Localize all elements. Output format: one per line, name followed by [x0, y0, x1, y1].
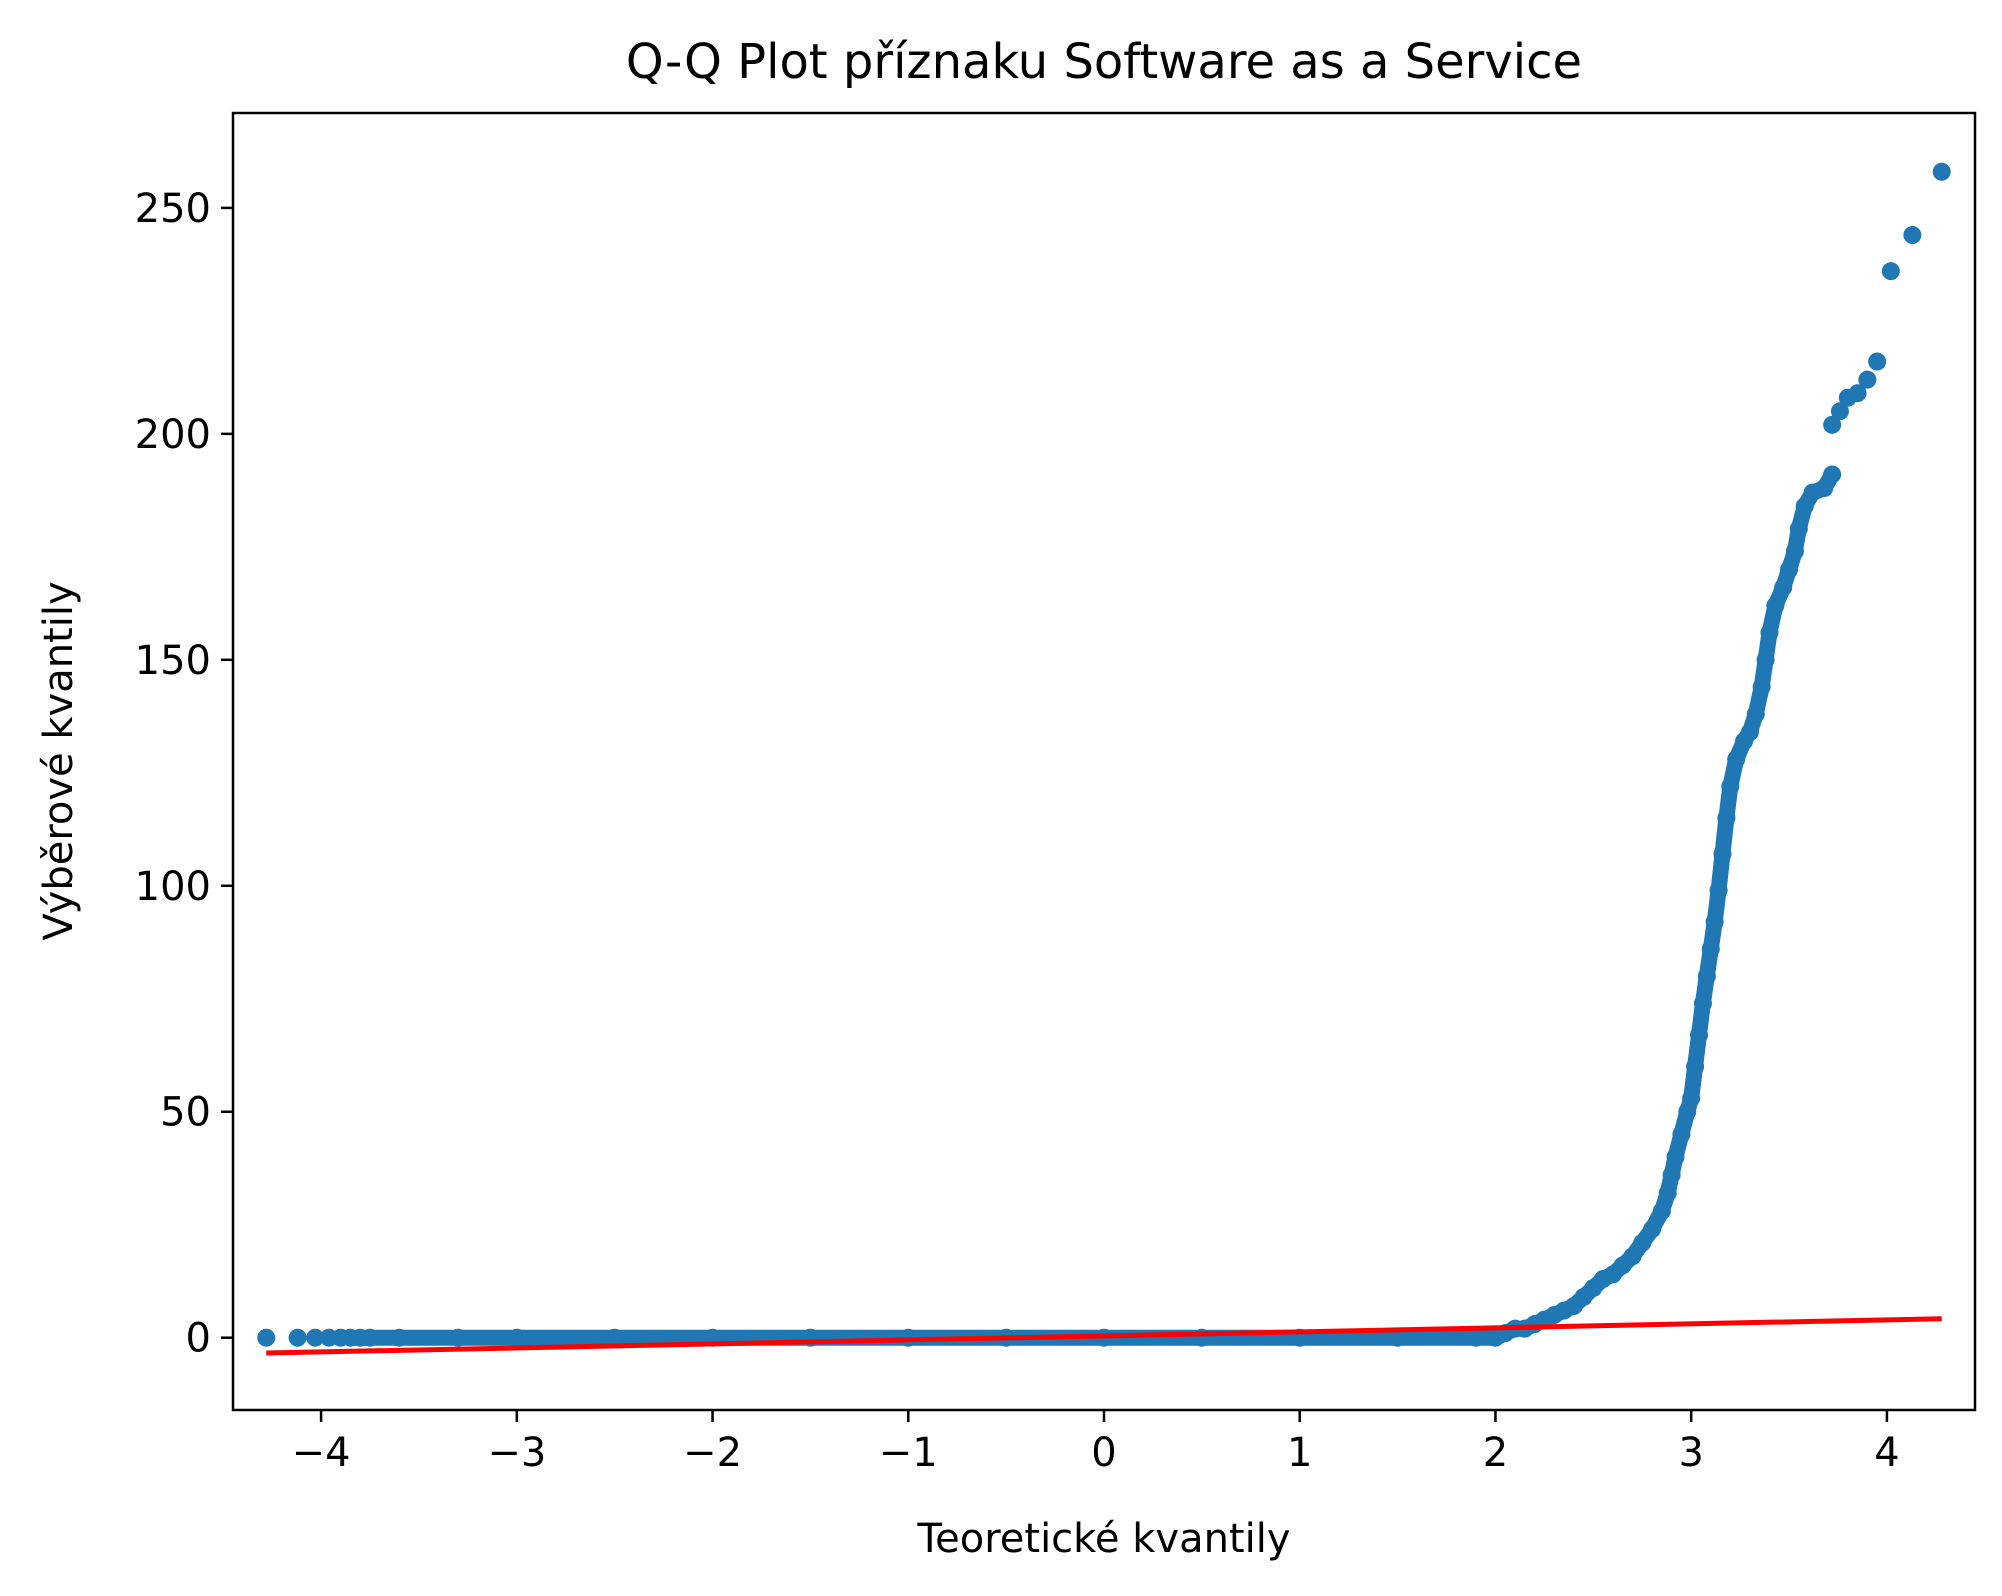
- sample-point: [1815, 479, 1834, 498]
- sample-point: [1686, 1057, 1705, 1076]
- y-tick-label: 50: [160, 1090, 211, 1136]
- x-tick-label: −2: [683, 1430, 742, 1476]
- y-axis-title: Výběrové kvantily: [36, 581, 82, 940]
- sample-point: [1705, 912, 1724, 931]
- sample-point: [1848, 384, 1867, 403]
- sample-point: [1690, 1025, 1709, 1044]
- sample-point: [1713, 845, 1732, 864]
- sample-point: [1823, 415, 1842, 434]
- x-axis-ticks: −4 −3 −2 −1 0 1 2 3 4: [292, 1410, 1900, 1476]
- axes-frame: [231, 111, 1977, 1412]
- plot-area: [257, 162, 1951, 1356]
- x-tick-label: 3: [1678, 1430, 1703, 1476]
- x-tick-label: −1: [879, 1430, 938, 1476]
- sample-point: [257, 1328, 276, 1347]
- sample-point: [1697, 967, 1716, 986]
- sample-point: [1727, 750, 1746, 769]
- sample-point: [1858, 370, 1877, 389]
- sample-point: [1678, 1102, 1697, 1121]
- x-tick-label: −3: [487, 1430, 546, 1476]
- sample-point: [1789, 519, 1808, 538]
- sample-point: [1623, 1247, 1642, 1266]
- y-tick-label: 0: [186, 1316, 211, 1362]
- sample-point: [1658, 1184, 1677, 1203]
- sample-point: [1693, 994, 1712, 1013]
- sample-point: [1785, 542, 1804, 561]
- sample-point: [1666, 1147, 1685, 1166]
- x-tick-label: 0: [1091, 1430, 1116, 1476]
- sample-point: [605, 1328, 624, 1347]
- reference-line: [266, 1316, 1942, 1356]
- x-tick-label: 4: [1874, 1430, 1899, 1476]
- sample-point: [361, 1328, 380, 1347]
- sample-point: [1830, 402, 1849, 421]
- sample-point: [1780, 560, 1799, 579]
- sample-point: [1709, 881, 1728, 900]
- sample-point: [288, 1328, 307, 1347]
- sample-point: [449, 1328, 468, 1347]
- sample-point: [1795, 497, 1814, 516]
- sample-point: [1721, 777, 1740, 796]
- sample-point: [507, 1328, 526, 1347]
- sample-point: [1672, 1125, 1691, 1144]
- sample-point: [1752, 677, 1771, 696]
- sample-point: [1868, 352, 1887, 371]
- x-tick-label: −4: [292, 1430, 351, 1476]
- sample-point: [1633, 1233, 1652, 1252]
- sample-point: [1881, 262, 1900, 281]
- sample-point: [1388, 1328, 1407, 1347]
- y-tick-label: 200: [135, 412, 211, 458]
- sample-point: [1652, 1202, 1671, 1221]
- y-tick-label: 250: [135, 186, 211, 232]
- sample-point: [1756, 650, 1775, 669]
- sample-point: [1682, 1089, 1701, 1108]
- x-axis-title: Teoretické kvantily: [916, 1516, 1290, 1562]
- y-axis-ticks: 0 50 100 150 200 250: [135, 186, 233, 1362]
- sample-point: [1766, 596, 1785, 615]
- chart-title: Q-Q Plot příznaku Software as a Service: [626, 34, 1582, 90]
- x-tick-label: 1: [1287, 1430, 1312, 1476]
- y-tick-label: 150: [135, 638, 211, 684]
- sample-point: [390, 1328, 409, 1347]
- y-tick-label: 100: [135, 864, 211, 910]
- sample-point: [1701, 940, 1720, 959]
- sample-point: [1823, 465, 1842, 484]
- sample-point: [1740, 723, 1759, 742]
- sample-point: [306, 1328, 325, 1347]
- sample-point: [1903, 226, 1922, 245]
- sample-point: [1643, 1220, 1662, 1239]
- sample-point: [1746, 705, 1765, 724]
- sample-point: [1662, 1166, 1681, 1185]
- sample-point: [1760, 623, 1779, 642]
- sample-point: [1932, 162, 1951, 181]
- x-tick-label: 2: [1483, 1430, 1508, 1476]
- sample-point: [1717, 808, 1736, 827]
- sample-point: [1774, 578, 1793, 597]
- sample-point: [1466, 1328, 1485, 1347]
